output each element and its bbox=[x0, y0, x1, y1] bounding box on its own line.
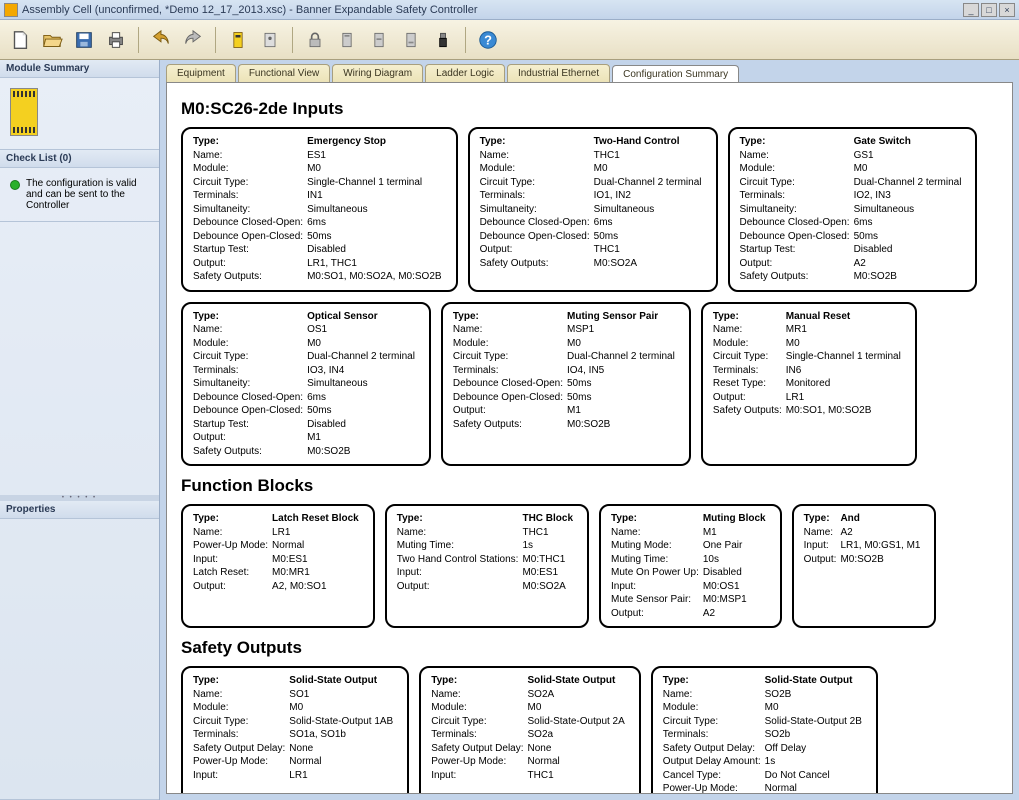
left-panel: Module Summary Check List (0) The config… bbox=[0, 60, 160, 800]
tab-industrial-ethernet[interactable]: Industrial Ethernet bbox=[507, 64, 610, 82]
window-title: Assembly Cell (unconfirmed, *Demo 12_17_… bbox=[22, 4, 478, 16]
tab-wiring-diagram[interactable]: Wiring Diagram bbox=[332, 64, 423, 82]
maximize-button[interactable]: □ bbox=[981, 3, 997, 17]
info-card: Type:Muting Sensor PairName:MSP1Module:M… bbox=[441, 302, 691, 467]
new-file-icon[interactable] bbox=[6, 26, 34, 54]
toolbar: ? bbox=[0, 20, 1019, 60]
document-area[interactable]: M0:SC26-2de Inputs Type:Emergency StopNam… bbox=[166, 82, 1013, 794]
info-card: Type:Latch Reset BlockName:LR1Power-Up M… bbox=[181, 504, 375, 628]
save-icon[interactable] bbox=[70, 26, 98, 54]
info-card: Type:Gate SwitchName:GS1Module:M0Circuit… bbox=[728, 127, 978, 292]
section-title: M0:SC26-2de Inputs bbox=[181, 99, 998, 119]
tab-configuration-summary[interactable]: Configuration Summary bbox=[612, 65, 739, 83]
section-title: Function Blocks bbox=[181, 476, 998, 496]
info-card: Type:Optical SensorName:OS1Module:M0Circ… bbox=[181, 302, 431, 467]
svg-text:?: ? bbox=[484, 32, 492, 47]
app-icon bbox=[4, 3, 18, 17]
checklist-text: The configuration is valid and can be se… bbox=[26, 178, 149, 211]
info-card: Type:Manual ResetName:MR1Module:M0Circui… bbox=[701, 302, 917, 467]
tab-equipment[interactable]: Equipment bbox=[166, 64, 236, 82]
device1-icon[interactable] bbox=[224, 26, 252, 54]
app-window: Assembly Cell (unconfirmed, *Demo 12_17_… bbox=[0, 0, 1019, 800]
help-icon[interactable]: ? bbox=[474, 26, 502, 54]
tab-functional-view[interactable]: Functional View bbox=[238, 64, 330, 82]
close-button[interactable]: × bbox=[999, 3, 1015, 17]
info-card: Type:THC BlockName:THC1Muting Time:1sTwo… bbox=[385, 504, 589, 628]
module-summary-panel: Module Summary bbox=[0, 60, 159, 150]
titlebar: Assembly Cell (unconfirmed, *Demo 12_17_… bbox=[0, 0, 1019, 20]
undo-icon[interactable] bbox=[147, 26, 175, 54]
module-c-icon[interactable] bbox=[397, 26, 425, 54]
info-card: Type:Muting BlockName:M1Muting Mode:One … bbox=[599, 504, 782, 628]
usb-icon[interactable] bbox=[429, 26, 457, 54]
content-area: Module Summary Check List (0) The config… bbox=[0, 60, 1019, 800]
checklist-header: Check List (0) bbox=[0, 150, 159, 168]
info-card: Type:Emergency StopName:ES1Module:M0Circ… bbox=[181, 127, 458, 292]
info-card: Type:Solid-State OutputName:SO1Module:M0… bbox=[181, 666, 409, 794]
checklist-item: The configuration is valid and can be se… bbox=[6, 174, 153, 215]
section-title: Safety Outputs bbox=[181, 638, 998, 658]
module-b-icon[interactable] bbox=[365, 26, 393, 54]
status-ok-icon bbox=[10, 180, 20, 190]
redo-icon[interactable] bbox=[179, 26, 207, 54]
module-a-icon[interactable] bbox=[333, 26, 361, 54]
properties-panel: Properties bbox=[0, 501, 159, 800]
device2-icon[interactable] bbox=[256, 26, 284, 54]
module-summary-header: Module Summary bbox=[0, 60, 159, 78]
print-icon[interactable] bbox=[102, 26, 130, 54]
module-icon[interactable] bbox=[10, 88, 38, 136]
open-file-icon[interactable] bbox=[38, 26, 66, 54]
info-card: Type:Solid-State OutputName:SO2BModule:M… bbox=[651, 666, 878, 794]
info-card: Type:AndName:A2Input:LR1, M0:GS1, M1Outp… bbox=[792, 504, 937, 628]
info-card: Type:Solid-State OutputName:SO2AModule:M… bbox=[419, 666, 641, 794]
lock-icon[interactable] bbox=[301, 26, 329, 54]
tab-strip: EquipmentFunctional ViewWiring DiagramLa… bbox=[160, 60, 1019, 82]
tab-ladder-logic[interactable]: Ladder Logic bbox=[425, 64, 505, 82]
main-area: EquipmentFunctional ViewWiring DiagramLa… bbox=[160, 60, 1019, 800]
minimize-button[interactable]: _ bbox=[963, 3, 979, 17]
checklist-panel: Check List (0) The configuration is vali… bbox=[0, 150, 159, 222]
info-card: Type:Two-Hand ControlName:THC1Module:M0C… bbox=[468, 127, 718, 292]
properties-header: Properties bbox=[0, 501, 159, 519]
